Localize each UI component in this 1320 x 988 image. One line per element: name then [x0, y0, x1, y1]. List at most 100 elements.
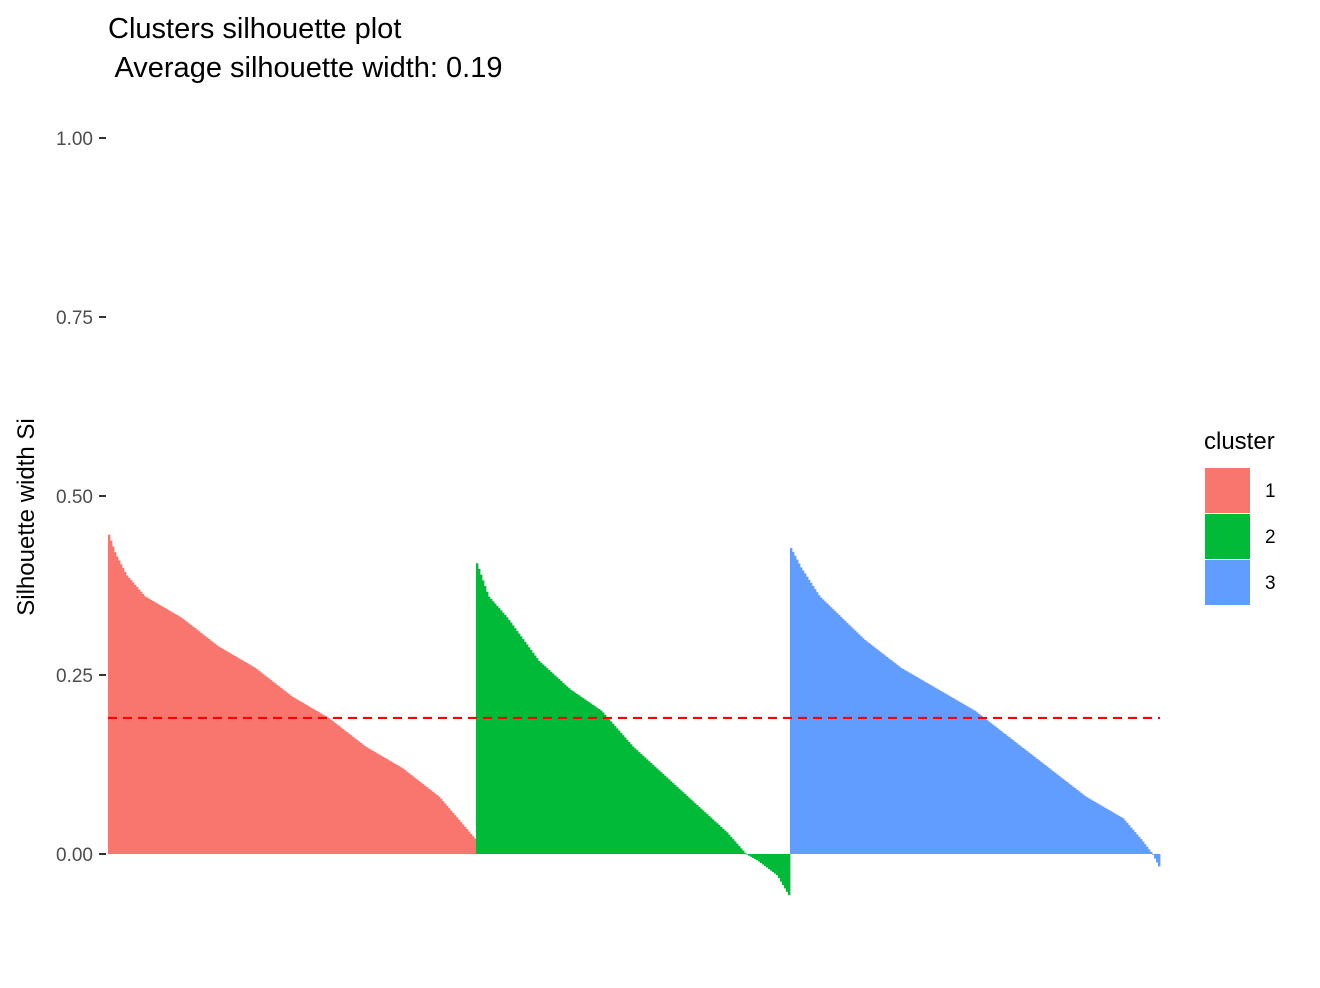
silhouette-bar — [1078, 791, 1081, 854]
silhouette-bar — [744, 852, 747, 854]
silhouette-bar — [1018, 744, 1021, 854]
silhouette-bar — [206, 637, 209, 854]
silhouette-bar — [280, 687, 283, 854]
silhouette-bar — [204, 635, 207, 854]
silhouette-bar — [748, 854, 751, 856]
silhouette-bar — [454, 815, 457, 854]
silhouette-bar — [300, 701, 303, 854]
silhouette-bar — [462, 824, 465, 854]
silhouette-bar — [446, 805, 449, 854]
silhouette-bar — [560, 680, 563, 854]
silhouette-bar — [796, 559, 799, 854]
silhouette-bar — [802, 570, 805, 854]
silhouette-bar — [476, 563, 479, 854]
silhouette-bar — [604, 714, 607, 854]
cluster-2-bars — [476, 563, 791, 896]
silhouette-bar — [720, 826, 723, 854]
silhouette-bar — [564, 684, 567, 854]
silhouette-bar — [686, 795, 689, 854]
silhouette-bar — [200, 632, 203, 854]
silhouette-bar — [670, 781, 673, 854]
silhouette-bar — [500, 610, 503, 854]
silhouette-bar — [924, 681, 927, 854]
silhouette-bar — [406, 771, 409, 854]
silhouette-bar — [552, 673, 555, 854]
silhouette-bar — [1090, 799, 1093, 854]
silhouette-bar — [342, 729, 345, 854]
silhouette-bar — [1154, 854, 1157, 859]
silhouette-bar — [296, 699, 299, 854]
silhouette-bar — [1112, 812, 1115, 854]
silhouette-bar — [576, 694, 579, 854]
silhouette-bar — [178, 616, 181, 854]
silhouette-bar — [214, 643, 217, 854]
silhouette-bar — [1152, 854, 1155, 855]
silhouette-bar — [538, 660, 541, 854]
silhouette-bar — [212, 642, 215, 854]
silhouette-bar — [498, 608, 501, 854]
silhouette-bar — [678, 788, 681, 854]
silhouette-bar — [306, 705, 309, 854]
silhouette-bar — [1142, 841, 1145, 854]
silhouette-bar — [1082, 794, 1085, 854]
silhouette-bar — [274, 683, 277, 854]
silhouette-bar — [906, 671, 909, 854]
silhouette-bar — [926, 682, 929, 854]
silhouette-bar — [466, 829, 469, 854]
silhouette-bar — [1066, 782, 1069, 854]
silhouette-bar — [704, 812, 707, 854]
silhouette-bar — [708, 815, 711, 854]
silhouette-bar — [236, 657, 239, 854]
silhouette-bar — [458, 819, 461, 854]
silhouette-bar — [692, 801, 695, 854]
silhouette-bar — [644, 757, 647, 854]
silhouette-bar — [594, 706, 597, 854]
silhouette-bar — [380, 755, 383, 854]
legend-label-1: 1 — [1265, 481, 1276, 502]
silhouette-bar — [872, 646, 875, 854]
silhouette-bar — [1098, 804, 1101, 854]
silhouette-bar — [578, 695, 581, 854]
silhouette-bar — [976, 712, 979, 854]
legend-label-2: 2 — [1265, 527, 1276, 548]
silhouette-bar — [828, 605, 831, 854]
silhouette-bar — [416, 779, 419, 854]
silhouette-bar — [1008, 737, 1011, 854]
silhouette-bar — [862, 638, 865, 854]
silhouette-bar — [260, 672, 263, 854]
silhouette-bar — [520, 636, 523, 854]
silhouette-bar — [928, 684, 931, 854]
silhouette-bar — [496, 605, 499, 854]
silhouette-bar — [468, 831, 471, 854]
silhouette-bar — [982, 717, 985, 854]
silhouette-bar — [648, 761, 651, 854]
silhouette-bar — [718, 825, 721, 854]
silhouette-bar — [242, 660, 245, 854]
silhouette-bar — [1084, 795, 1087, 854]
silhouette-bar — [782, 854, 785, 885]
silhouette-bar — [880, 652, 883, 854]
silhouette-bar — [220, 647, 223, 854]
silhouette-bar — [152, 601, 155, 854]
silhouette-bar — [218, 646, 221, 854]
silhouette-bar — [956, 700, 959, 854]
silhouette-bar — [142, 594, 145, 854]
silhouette-bar — [346, 732, 349, 854]
silhouette-bar — [226, 651, 229, 854]
silhouette-bar — [946, 694, 949, 854]
silhouette-bar — [800, 567, 803, 854]
silhouette-bar — [110, 540, 113, 854]
silhouette-bar — [210, 640, 213, 854]
silhouette-bar — [1060, 777, 1063, 854]
silhouette-bar — [378, 754, 381, 854]
silhouette-bar — [294, 698, 297, 854]
silhouette-bar — [158, 604, 161, 854]
silhouette-bar — [916, 677, 919, 854]
silhouette-bar — [866, 641, 869, 854]
silhouette-bar — [1128, 825, 1131, 854]
silhouette-bar — [254, 667, 257, 854]
silhouette-bar — [1058, 775, 1061, 854]
silhouette-bar — [124, 572, 127, 854]
silhouette-bar — [392, 762, 395, 854]
silhouette-bar — [1136, 834, 1139, 854]
